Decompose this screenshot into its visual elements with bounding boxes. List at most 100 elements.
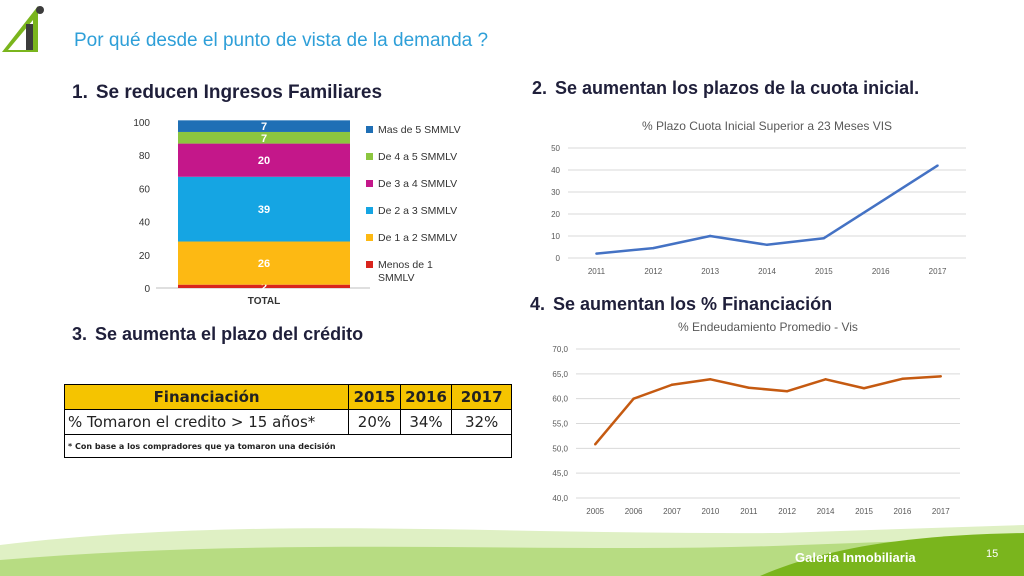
legend-swatch (366, 126, 373, 133)
y-tick-label: 70,0 (552, 345, 568, 354)
data-point (747, 386, 750, 389)
data-point (936, 164, 939, 167)
table-header-row: Financiación 2015 2016 2017 (63, 384, 512, 410)
data-point (765, 243, 769, 246)
section-number: 1. (72, 82, 88, 103)
data-point (632, 397, 635, 400)
data-point (822, 237, 826, 240)
x-tick-label: 2011 (588, 267, 606, 276)
section-label: Se reducen Ingresos Familiares (95, 82, 383, 103)
data-point (652, 246, 655, 250)
table-note: * Con base a los compradores que ya toma… (64, 434, 512, 458)
data-point (786, 390, 789, 393)
legend-entry: De 1 a 2 SMMLV (378, 232, 457, 244)
section-label: Se aumentan los % Financiación (553, 294, 833, 314)
section-number: 4. (530, 294, 546, 314)
table-header-cell: 2015 (348, 384, 401, 410)
x-tick-label: 2012 (778, 507, 796, 516)
y-tick-label: 40 (139, 218, 151, 229)
bar-segment (178, 143, 350, 177)
endeudamiento-line-chart: % Endeudamiento Promedio - Vis 40,0 45,0 50… (552, 320, 960, 516)
page-number: 15 (986, 548, 999, 560)
table-row: % Tomaron el credito > 15 años* 20% 34% … (63, 409, 512, 435)
y-tick-label: 30 (551, 188, 560, 197)
y-tick-label: 40 (551, 166, 560, 175)
data-point (595, 252, 598, 255)
series-line (594, 375, 941, 446)
brand-name: Galeria Inmobiliaria (795, 550, 916, 565)
x-tick-label: 2016 (894, 507, 912, 516)
table-cell: 20% (348, 409, 401, 435)
bar-data-label: 2 (261, 281, 267, 293)
y-tick-label: 65,0 (552, 370, 568, 379)
bar-data-label: 26 (258, 258, 270, 270)
data-point (879, 200, 882, 204)
x-tick-label: 2014 (817, 507, 835, 516)
x-tick-label: 2005 (586, 507, 604, 516)
section-heading-4: 4. Se aumentan los % Financiación (530, 294, 832, 315)
y-tick-label: 80 (139, 151, 151, 162)
legend-entry: De 2 a 3 SMMLV (378, 205, 457, 217)
section-number: 3. (72, 324, 88, 344)
section-label: Se aumenta el plazo del crédito (95, 324, 364, 344)
legend-swatch (366, 261, 373, 268)
logo-dot (36, 6, 44, 14)
x-tick-label: 2007 (663, 507, 681, 516)
legend-entry: De 3 a 4 SMMLV (378, 178, 457, 190)
y-tick-label: 60,0 (552, 395, 568, 404)
legend-swatch (366, 153, 373, 160)
data-point (901, 377, 904, 380)
data-point (824, 378, 827, 381)
footer-band (0, 525, 1024, 576)
x-tick-label: 2015 (815, 267, 833, 276)
table-cell: % Tomaron el credito > 15 años* (63, 409, 350, 435)
x-tick-label: 2016 (872, 267, 890, 276)
x-tick-label: 2006 (625, 507, 643, 516)
section-heading-1: 1. Se reducen Ingresos Familiares (72, 82, 382, 104)
x-tick-label: TOTAL (248, 296, 280, 307)
footer-wave-mid (0, 537, 1024, 576)
data-point (594, 443, 597, 446)
bar-segment (178, 176, 350, 242)
y-tick-label: 10 (551, 232, 560, 241)
y-tick-label: 0 (556, 254, 561, 263)
y-tick-label: 55,0 (552, 420, 568, 429)
y-tick-label: 50 (551, 144, 560, 153)
chart-title: % Plazo Cuota Inicial Superior a 23 Mese… (642, 119, 892, 133)
bar-segment (178, 284, 350, 288)
bar-segment (178, 131, 350, 144)
bar-segment (178, 241, 350, 285)
legend-entry: Mas de 5 SMMLV (378, 124, 461, 136)
table-cell: 32% (451, 409, 512, 435)
section-heading-3: 3. Se aumenta el plazo del crédito (72, 324, 363, 345)
x-tick-label: 2012 (644, 267, 662, 276)
x-tick-label: 2017 (929, 267, 947, 276)
table-cell: 34% (399, 409, 453, 435)
table-header-cell: 2017 (451, 384, 512, 410)
bar-segment (178, 120, 350, 132)
bar-data-label: 39 (258, 204, 270, 216)
bar-data-label: 7 (261, 121, 267, 133)
data-point (939, 375, 942, 378)
table-note-row: * Con base a los compradores que ya toma… (64, 434, 512, 458)
chart-title: % Endeudamiento Promedio - Vis (678, 320, 858, 334)
legend-swatch (366, 234, 373, 241)
footer-wave-dark (760, 533, 1024, 576)
x-tick-label: 2010 (702, 507, 720, 516)
income-stacked-bar-chart: 0 20 40 60 80 100 2 26 39 20 77 TOTAL Mas de 5 SMMLV… (133, 118, 461, 307)
legend-swatch (366, 180, 373, 187)
x-tick-label: 2015 (855, 507, 873, 516)
y-tick-label: 0 (144, 284, 150, 295)
table-header-cell: Financiación (63, 384, 350, 410)
section-heading-2: 2. Se aumentan los plazos de la cuota ini… (532, 78, 919, 99)
legend-swatch (366, 207, 373, 214)
table-header-cell: 2016 (399, 384, 453, 410)
section-number: 2. (532, 78, 548, 98)
y-tick-label: 45,0 (552, 469, 568, 478)
data-point (670, 383, 674, 386)
plazo-line-chart: % Plazo Cuota Inicial Superior a 23 Mese… (551, 119, 966, 276)
x-tick-label: 2013 (701, 267, 719, 276)
page-title: Por qué desde el punto de vista de la de… (74, 30, 489, 51)
y-tick-label: 20 (551, 210, 560, 219)
y-tick-label: 20 (139, 251, 151, 262)
